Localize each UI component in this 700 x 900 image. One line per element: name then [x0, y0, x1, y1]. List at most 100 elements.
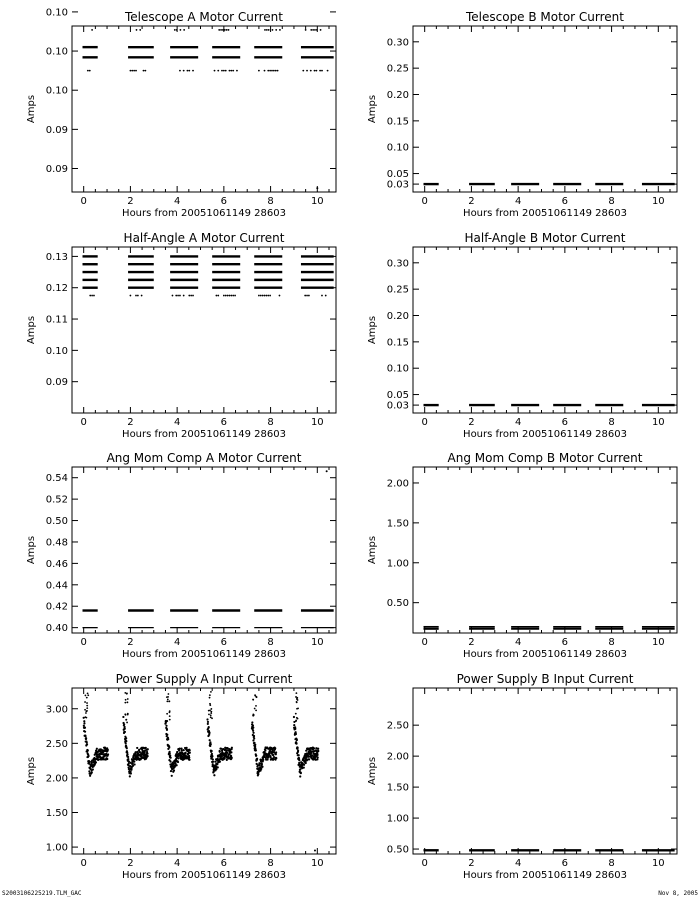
- data-point: [209, 716, 212, 719]
- chart-title: Telescope B Motor Current: [465, 10, 624, 24]
- data-point: [192, 294, 194, 297]
- data-point: [268, 750, 272, 753]
- data-point: [169, 756, 172, 759]
- data-point: [299, 771, 302, 775]
- data-point: [182, 69, 185, 72]
- data-point: [124, 742, 127, 745]
- data-point: [294, 732, 298, 736]
- data-point: [85, 741, 88, 744]
- x-tick-label: 2: [127, 637, 133, 648]
- data-point: [97, 758, 100, 761]
- x-tick-label: 6: [221, 417, 227, 428]
- x-tick-label: 4: [515, 637, 521, 648]
- y-axis-label: Amps: [367, 757, 378, 785]
- data-point: [262, 758, 265, 761]
- x-tick-label: 8: [608, 196, 614, 207]
- x-tick-label: 4: [515, 196, 521, 207]
- data-point: [208, 694, 211, 697]
- data-point: [251, 724, 255, 727]
- data-point: [315, 29, 318, 31]
- data-point: [316, 756, 319, 759]
- data-point: [166, 712, 169, 715]
- y-tick-label: 2.00: [387, 478, 409, 489]
- data-point: [295, 719, 298, 722]
- x-tick-label: 8: [608, 417, 614, 428]
- data-point: [297, 754, 300, 757]
- x-tick-label: 6: [221, 637, 227, 648]
- chart-title: Ang Mom Comp A Motor Current: [107, 451, 302, 465]
- data-point: [94, 761, 98, 764]
- data-point: [126, 713, 129, 716]
- data-point: [217, 69, 220, 72]
- data-point: [298, 759, 301, 762]
- data-point: [294, 712, 297, 715]
- data-point: [222, 29, 224, 31]
- data-point: [128, 775, 131, 778]
- data-point: [178, 747, 181, 750]
- data-point: [220, 755, 224, 758]
- data-point: [86, 692, 89, 695]
- data-point: [166, 700, 169, 703]
- data-point: [179, 69, 181, 72]
- data-point: [124, 713, 127, 716]
- data-point: [129, 69, 132, 72]
- data-point: [209, 714, 212, 717]
- x-axis-label: Hours from 20051061149 28603: [122, 429, 286, 440]
- data-point: [208, 731, 211, 734]
- data-point: [95, 747, 98, 750]
- data-point: [165, 728, 169, 731]
- x-tick-label: 6: [562, 637, 568, 648]
- data-point: [170, 774, 173, 777]
- x-axis-label: Hours from 20051061149 28603: [463, 429, 627, 440]
- chart-title: Power Supply A Input Current: [116, 672, 293, 686]
- x-tick-label: 2: [468, 637, 474, 648]
- data-point: [296, 746, 299, 749]
- y-tick-label: 0.25: [387, 64, 409, 75]
- data-point: [225, 29, 228, 31]
- data-point: [317, 747, 320, 750]
- data-point: [276, 69, 279, 72]
- data-point: [218, 760, 222, 763]
- data-point: [295, 738, 298, 742]
- y-axis-label: Amps: [367, 536, 378, 564]
- data-point: [234, 294, 236, 297]
- x-tick-label: 2: [127, 417, 133, 428]
- data-point: [97, 755, 100, 759]
- data-point: [293, 720, 296, 724]
- data-point: [263, 69, 266, 72]
- chart-title: Ang Mom Comp B Motor Current: [448, 451, 643, 465]
- x-tick-label: 4: [515, 858, 521, 869]
- y-tick-label: 1.50: [46, 808, 68, 819]
- data-point: [143, 749, 147, 752]
- y-tick-label: 2.00: [387, 752, 409, 763]
- data-point: [296, 749, 300, 752]
- x-tick-label: 0: [80, 196, 86, 207]
- data-point: [267, 29, 270, 31]
- data-point: [175, 764, 178, 767]
- data-point: [82, 724, 85, 727]
- data-point: [266, 758, 269, 761]
- data-point: [166, 720, 169, 722]
- data-point: [253, 737, 256, 740]
- data-point: [177, 757, 180, 760]
- data-point: [126, 721, 128, 724]
- data-point: [269, 69, 272, 72]
- data-point: [272, 757, 275, 761]
- x-tick-label: 2: [468, 858, 474, 869]
- chart-title: Power Supply B Input Current: [457, 672, 634, 686]
- data-point: [210, 708, 213, 710]
- data-point: [255, 762, 258, 765]
- x-axis-label: Hours from 20051061149 28603: [122, 649, 286, 660]
- x-tick-label: 10: [652, 858, 665, 869]
- data-point: [308, 758, 311, 761]
- data-point: [106, 748, 109, 751]
- data-point: [264, 756, 267, 759]
- data-point: [227, 29, 230, 31]
- data-point: [169, 760, 172, 763]
- data-point: [299, 768, 302, 771]
- data-point: [169, 769, 173, 773]
- data-point: [224, 748, 227, 751]
- plot-frame: [71, 687, 337, 855]
- x-tick-label: 6: [562, 417, 568, 428]
- data-point: [306, 69, 308, 72]
